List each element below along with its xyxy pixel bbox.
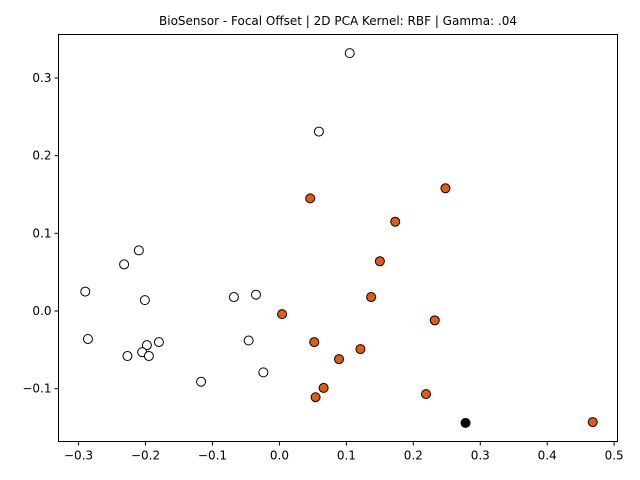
data-point-series-0 bbox=[83, 334, 92, 343]
data-point-series-1 bbox=[356, 345, 365, 354]
y-tick-label: −0.1 bbox=[22, 382, 51, 396]
data-point-series-0 bbox=[314, 127, 323, 136]
data-point-series-0 bbox=[120, 260, 129, 269]
data-point-series-0 bbox=[259, 368, 268, 377]
x-tick-label: 0.0 bbox=[270, 449, 289, 463]
data-point-series-2 bbox=[461, 418, 470, 427]
x-tick-label: −0.3 bbox=[64, 449, 93, 463]
data-point-series-1 bbox=[310, 338, 319, 347]
x-tick-label: 0.2 bbox=[404, 449, 423, 463]
data-point-series-0 bbox=[251, 290, 260, 299]
x-tick-label: −0.1 bbox=[198, 449, 227, 463]
y-tick-label: 0.0 bbox=[32, 304, 51, 318]
data-point-series-1 bbox=[375, 257, 384, 266]
x-tick-label: 0.1 bbox=[337, 449, 356, 463]
y-tick-label: 0.2 bbox=[32, 149, 51, 163]
data-point-series-1 bbox=[391, 217, 400, 226]
data-point-series-1 bbox=[319, 383, 328, 392]
x-tick-label: 0.4 bbox=[538, 449, 557, 463]
data-point-series-1 bbox=[367, 293, 376, 302]
y-axis: −0.1 0.0 0.1 0.2 0.3 bbox=[22, 71, 58, 396]
data-points bbox=[81, 49, 597, 428]
data-point-series-0 bbox=[345, 49, 354, 58]
data-point-series-1 bbox=[306, 194, 315, 203]
plot-frame bbox=[59, 35, 618, 442]
data-point-series-1 bbox=[430, 316, 439, 325]
x-tick-label: −0.2 bbox=[131, 449, 160, 463]
data-point-series-1 bbox=[441, 184, 450, 193]
data-point-series-1 bbox=[335, 355, 344, 364]
data-point-series-0 bbox=[140, 296, 149, 305]
data-point-series-1 bbox=[278, 310, 287, 319]
y-tick-label: 0.3 bbox=[32, 71, 51, 85]
data-point-series-0 bbox=[197, 377, 206, 386]
data-point-series-0 bbox=[123, 352, 132, 361]
chart-title: BioSensor - Focal Offset | 2D PCA Kernel… bbox=[159, 14, 517, 28]
x-axis: −0.3 −0.2 −0.1 0.0 0.1 0.2 0.3 0.4 0.5 bbox=[64, 442, 624, 463]
x-tick-label: 0.5 bbox=[605, 449, 624, 463]
data-point-series-1 bbox=[422, 390, 431, 399]
data-point-series-0 bbox=[154, 338, 163, 347]
data-point-series-0 bbox=[134, 246, 143, 255]
data-point-series-1 bbox=[311, 393, 320, 402]
y-tick-label: 0.1 bbox=[32, 226, 51, 240]
data-point-series-0 bbox=[229, 293, 238, 302]
data-point-series-1 bbox=[588, 418, 597, 427]
data-point-series-0 bbox=[81, 287, 90, 296]
data-point-series-0 bbox=[244, 336, 253, 345]
x-tick-label: 0.3 bbox=[471, 449, 490, 463]
data-point-series-0 bbox=[144, 352, 153, 361]
